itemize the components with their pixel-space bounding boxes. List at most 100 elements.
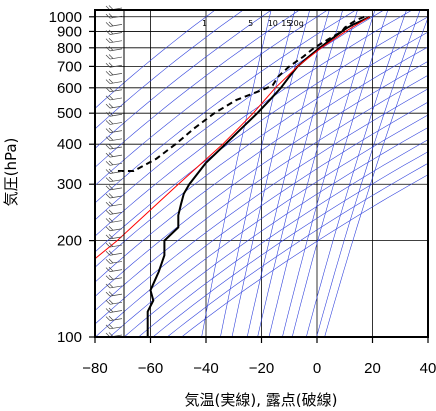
wind-barb (105, 95, 123, 101)
dry-adiabat (95, 10, 300, 168)
y-tick-label: 900 (57, 23, 82, 40)
wind-barb (105, 103, 123, 109)
mixing-ratio-label: 1 (202, 19, 207, 28)
wind-barb (105, 54, 123, 60)
wind-barb (105, 176, 123, 183)
mixing-ratio-line (291, 10, 389, 337)
x-tick-label: −80 (82, 360, 107, 377)
dry-adiabat (109, 114, 428, 337)
dry-adiabat (95, 60, 428, 297)
wind-barb (105, 193, 123, 199)
x-tick-label: −60 (138, 360, 163, 377)
wind-barb (105, 87, 123, 93)
dry-adiabat (95, 101, 428, 337)
mixing-ratio-lines (201, 10, 428, 337)
wind-barb (105, 21, 123, 27)
dry-adiabat (167, 162, 428, 337)
y-tick-label: 500 (57, 105, 82, 122)
wind-barb (105, 283, 123, 289)
y-tick-label: 700 (57, 58, 82, 75)
dry-adiabat (95, 10, 385, 221)
wind-barb (105, 144, 123, 150)
mixing-ratio-line (316, 10, 421, 337)
wind-barb (105, 242, 123, 248)
y-tick-label: 300 (57, 176, 82, 193)
wind-barb (105, 111, 123, 117)
isotherm-grid (94, 10, 429, 337)
wind-barb (105, 29, 123, 35)
wind-barbs (105, 5, 125, 338)
wind-barb (105, 127, 123, 133)
x-tick-label: −40 (193, 360, 218, 377)
dry-adiabat (152, 151, 428, 337)
mixing-ratio-line (282, 10, 376, 337)
sounding-profiles (95, 15, 371, 337)
x-tick-label: −20 (249, 360, 274, 377)
wind-barb (105, 258, 123, 264)
mixing-ratio-label: 5 (248, 19, 253, 28)
x-tick-label: 20 (364, 360, 381, 377)
parcel-line (95, 16, 370, 260)
mixing-ratio-line (306, 10, 407, 337)
wind-barb (105, 250, 123, 256)
dry-adiabat (95, 74, 428, 311)
mixing-ratio-line (246, 10, 330, 337)
y-axis-title: 気圧(hPa) (2, 138, 20, 207)
wind-barb (105, 201, 123, 207)
y-tick-label: 200 (57, 233, 82, 250)
y-tick-label: 1000 (49, 9, 82, 26)
x-axis-title: 気温(実線), 露点(破線) (185, 391, 338, 409)
mixing-ratio-line (324, 16, 428, 337)
mixing-ratio-line (231, 10, 310, 337)
wind-barb (105, 13, 123, 19)
dry-adiabat (95, 10, 413, 237)
wind-barb (105, 234, 123, 240)
wind-barb (105, 136, 123, 142)
y-tick-label: 600 (57, 80, 82, 97)
dry-adiabat (95, 10, 328, 186)
wind-barb (105, 307, 123, 313)
wind-barb (105, 217, 123, 223)
dry-adiabat (95, 10, 216, 109)
wind-barb (105, 225, 123, 232)
mixing-ratio-label: 15 (281, 19, 291, 28)
wind-barb (105, 324, 123, 330)
wind-barb (105, 315, 123, 321)
mixing-ratio-label: 20g (289, 19, 304, 28)
y-tick-label: 100 (57, 329, 82, 346)
mixing-ratio-line (268, 10, 358, 337)
mixing-ratio-line (201, 10, 272, 337)
wind-barb (105, 160, 123, 166)
dry-adiabat-lines (95, 10, 428, 337)
x-tick-label: 40 (420, 360, 436, 377)
dry-adiabat (95, 10, 244, 130)
dry-adiabat (138, 139, 428, 337)
dry-adiabat (95, 10, 356, 204)
wind-barb (105, 168, 123, 174)
wind-barb (105, 266, 123, 272)
dry-adiabat (95, 31, 428, 268)
wind-barb (105, 62, 123, 68)
mixing-ratio-label: 10 (268, 19, 278, 28)
dry-adiabat (95, 88, 428, 325)
temperature-line (146, 15, 371, 337)
wind-barb (105, 185, 123, 191)
wind-barb (105, 78, 123, 84)
wind-barb (105, 119, 123, 125)
wind-barb (105, 299, 123, 305)
x-tick-label: 0 (313, 360, 321, 377)
wind-barb (105, 152, 123, 158)
mixing-ratio-line (220, 10, 296, 337)
dry-adiabat (123, 127, 428, 337)
y-tick-label: 800 (57, 40, 82, 57)
wind-barb (105, 46, 123, 52)
mixing-ratio-line (257, 10, 343, 337)
wind-barb (105, 209, 123, 215)
wind-barb (105, 70, 123, 76)
y-tick-label: 400 (57, 136, 82, 153)
dry-adiabat (95, 10, 272, 149)
dry-adiabat (181, 174, 428, 337)
